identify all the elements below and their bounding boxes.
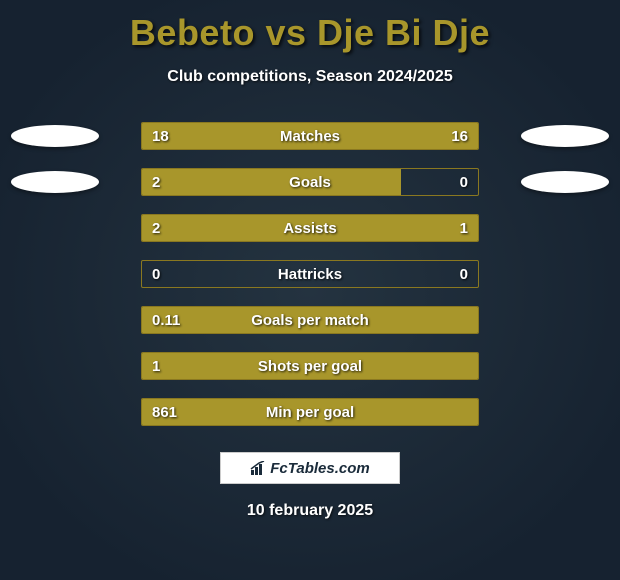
brand-badge[interactable]: FcTables.com bbox=[220, 452, 400, 484]
team2-logo-slot bbox=[510, 171, 620, 193]
stat-bar-wrap: 21Assists bbox=[110, 214, 510, 242]
player2-name: Dje Bi Dje bbox=[317, 12, 490, 53]
stat-row: 21Assists bbox=[0, 214, 620, 242]
subtitle: Club competitions, Season 2024/2025 bbox=[0, 68, 620, 86]
stat-bar-wrap: 20Goals bbox=[110, 168, 510, 196]
team1-logo bbox=[11, 171, 99, 193]
stat-bar: 21Assists bbox=[141, 214, 479, 242]
stat-bar: 0.11Goals per match bbox=[141, 306, 479, 334]
team2-logo bbox=[521, 125, 609, 147]
stat-label: Shots per goal bbox=[142, 353, 478, 380]
stat-row: 0.11Goals per match bbox=[0, 306, 620, 334]
stat-row: 1Shots per goal bbox=[0, 352, 620, 380]
stat-bar: 1816Matches bbox=[141, 122, 479, 150]
chart-icon bbox=[250, 461, 266, 475]
stat-bar: 20Goals bbox=[141, 168, 479, 196]
stat-bar: 1Shots per goal bbox=[141, 352, 479, 380]
page-title: Bebeto vs Dje Bi Dje bbox=[0, 0, 620, 54]
stat-row: 20Goals bbox=[0, 168, 620, 196]
stat-row: 00Hattricks bbox=[0, 260, 620, 288]
stat-label: Matches bbox=[142, 123, 478, 150]
stat-bar: 00Hattricks bbox=[141, 260, 479, 288]
stat-label: Min per goal bbox=[142, 399, 478, 426]
stat-bar-wrap: 0.11Goals per match bbox=[110, 306, 510, 334]
team1-logo-slot bbox=[0, 125, 110, 147]
stat-label: Goals per match bbox=[142, 307, 478, 334]
date-text: 10 february 2025 bbox=[0, 502, 620, 520]
team1-logo-slot bbox=[0, 171, 110, 193]
stat-row: 861Min per goal bbox=[0, 398, 620, 426]
stat-label: Assists bbox=[142, 215, 478, 242]
stat-bar-wrap: 861Min per goal bbox=[110, 398, 510, 426]
stat-label: Hattricks bbox=[142, 261, 478, 288]
vs-text: vs bbox=[265, 12, 306, 53]
stat-label: Goals bbox=[142, 169, 478, 196]
stat-bar-wrap: 1Shots per goal bbox=[110, 352, 510, 380]
team2-logo-slot bbox=[510, 125, 620, 147]
stat-bar-wrap: 1816Matches bbox=[110, 122, 510, 150]
stats-container: 1816Matches 20Goals 21Assists 00Hattricks 0.… bbox=[0, 122, 620, 426]
team2-logo bbox=[521, 171, 609, 193]
stat-row: 1816Matches bbox=[0, 122, 620, 150]
team1-logo bbox=[11, 125, 99, 147]
stat-bar-wrap: 00Hattricks bbox=[110, 260, 510, 288]
brand-text: FcTables.com bbox=[270, 460, 369, 477]
player1-name: Bebeto bbox=[130, 12, 255, 53]
stat-bar: 861Min per goal bbox=[141, 398, 479, 426]
